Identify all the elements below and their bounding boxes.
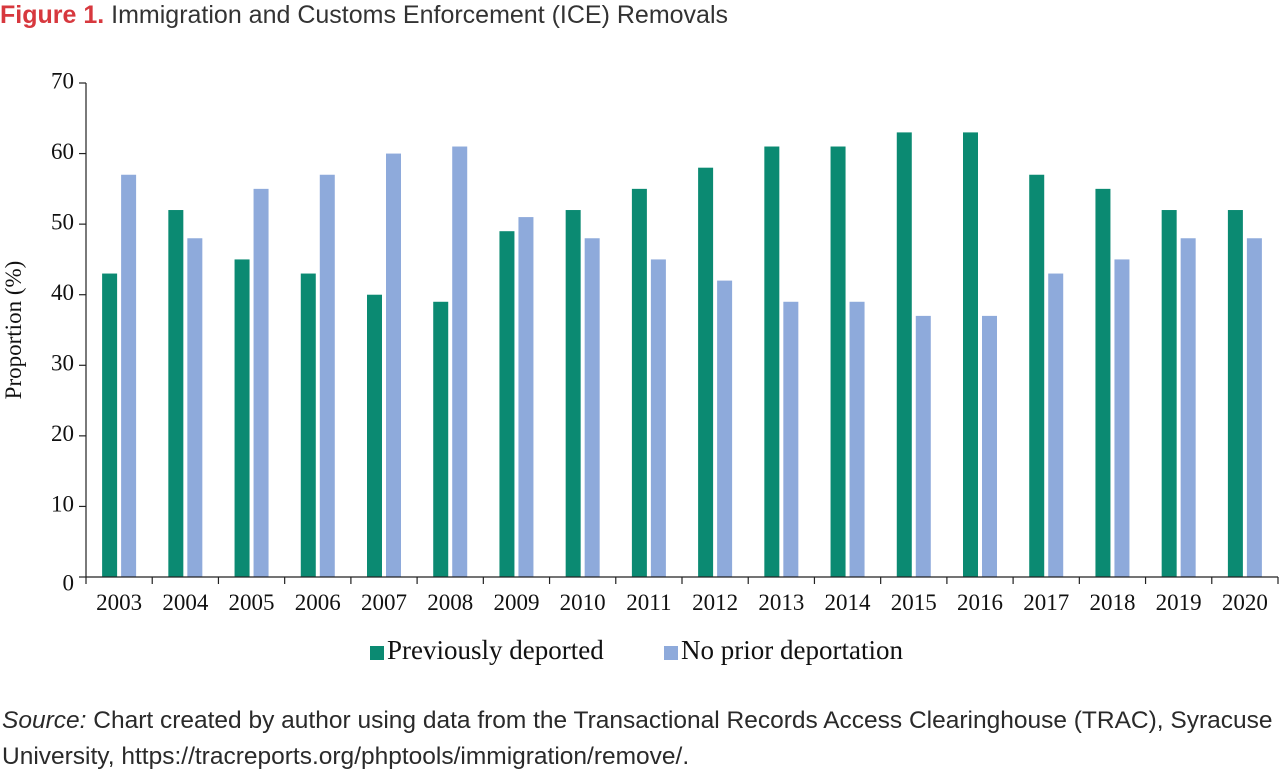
bar-no-prior-2020 [1246,238,1262,577]
bar-previously-deported-2004 [168,210,184,577]
y-tick-label-40: 40 [51,280,74,305]
bar-previously-deported-2008 [433,301,449,577]
x-tick-label-2019: 2019 [1156,590,1202,615]
bar-no-prior-2009 [518,217,534,578]
bar-no-prior-2007 [386,153,401,578]
x-tick-label-2005: 2005 [229,590,275,615]
x-tick-label-2012: 2012 [692,590,738,615]
bar-previously-deported-2012 [698,167,714,577]
y-tick-label-60: 60 [51,139,74,164]
bar-no-prior-2013 [783,301,799,577]
x-tick-label-2008: 2008 [427,590,473,615]
x-tick-label-2006: 2006 [295,590,341,615]
source-text: Chart created by author using data from … [2,707,1273,770]
bar-no-prior-2006 [319,174,335,577]
bar-previously-deported-2019 [1161,210,1177,577]
x-tick-label-2018: 2018 [1089,590,1135,615]
bar-no-prior-2017 [1048,273,1064,577]
y-tick-label-50: 50 [51,209,74,234]
figure-label: Figure 1. [0,1,105,29]
x-tick-label-2017: 2017 [1023,590,1069,615]
bar-previously-deported-2003 [102,273,118,577]
bar-no-prior-2008 [452,146,468,577]
x-tick-label-2007: 2007 [361,590,407,615]
bar-no-prior-2015 [915,315,931,577]
bar-no-prior-2019 [1180,238,1196,577]
bar-previously-deported-2010 [565,210,581,577]
bar-no-prior-2011 [650,259,666,577]
x-tick-label-2015: 2015 [891,590,937,615]
bar-previously-deported-2018 [1095,188,1111,577]
bar-no-prior-2012 [717,280,733,577]
x-tick-label-2003: 2003 [96,590,142,615]
x-tick-label-2020: 2020 [1222,590,1268,615]
y-tick-label-0: 0 [63,570,75,595]
bar-no-prior-2003 [121,174,137,577]
y-tick-label-30: 30 [51,351,74,376]
bar-previously-deported-2013 [764,146,780,577]
bar-no-prior-2018 [1114,259,1130,577]
bar-previously-deported-2016 [963,132,978,577]
y-tick-label-70: 70 [51,68,74,93]
bar-previously-deported-2006 [300,273,316,577]
bar-no-prior-2016 [982,315,997,577]
x-tick-label-2013: 2013 [758,590,804,615]
figure-title: Figure 1. Immigration and Customs Enforc… [0,0,728,30]
source-note: Source: Chart created by author using da… [2,703,1280,775]
bar-previously-deported-2017 [1029,174,1045,577]
bar-no-prior-2004 [187,238,203,577]
legend: Previously deported No prior deportation [370,635,903,665]
legend-label-no-prior-deportation: No prior deportation [681,635,903,665]
y-tick-label-10: 10 [51,492,74,517]
bar-previously-deported-2014 [830,146,846,577]
legend-swatch-previously-deported [370,646,384,660]
bar-previously-deported-2020 [1227,210,1243,577]
bar-previously-deported-2011 [631,188,647,577]
source-label: Source: [2,707,87,734]
bar-no-prior-2005 [253,188,269,577]
bars-group [102,132,1262,578]
bar-previously-deported-2009 [499,231,515,577]
bar-no-prior-2014 [849,301,865,577]
y-axis-label: Proportion (%) [1,261,26,400]
bar-previously-deported-2007 [367,294,382,577]
bar-chart: 0 10 20 30 40 50 60 70 2003 2004 2005 2006 2007 2008 2… [1,68,1279,665]
axes-group: 0 10 20 30 40 50 60 70 2003 2004 2005 2006 2007 2008 2… [51,68,1279,615]
x-tick-label-2016: 2016 [957,590,1003,615]
figure-title-text: Immigration and Customs Enforcement (ICE… [111,1,729,29]
x-tick-label-2014: 2014 [825,590,872,615]
legend-label-previously-deported: Previously deported [387,635,604,665]
x-tick-label-2009: 2009 [493,590,539,615]
x-tick-label-2004: 2004 [162,590,209,615]
legend-swatch-no-prior-deportation [664,646,678,660]
bar-previously-deported-2015 [896,132,912,577]
bar-no-prior-2010 [584,238,600,577]
y-tick-label-20: 20 [51,421,74,446]
x-tick-label-2011: 2011 [626,590,671,615]
bar-previously-deported-2005 [234,259,250,577]
x-tick-label-2010: 2010 [560,590,606,615]
